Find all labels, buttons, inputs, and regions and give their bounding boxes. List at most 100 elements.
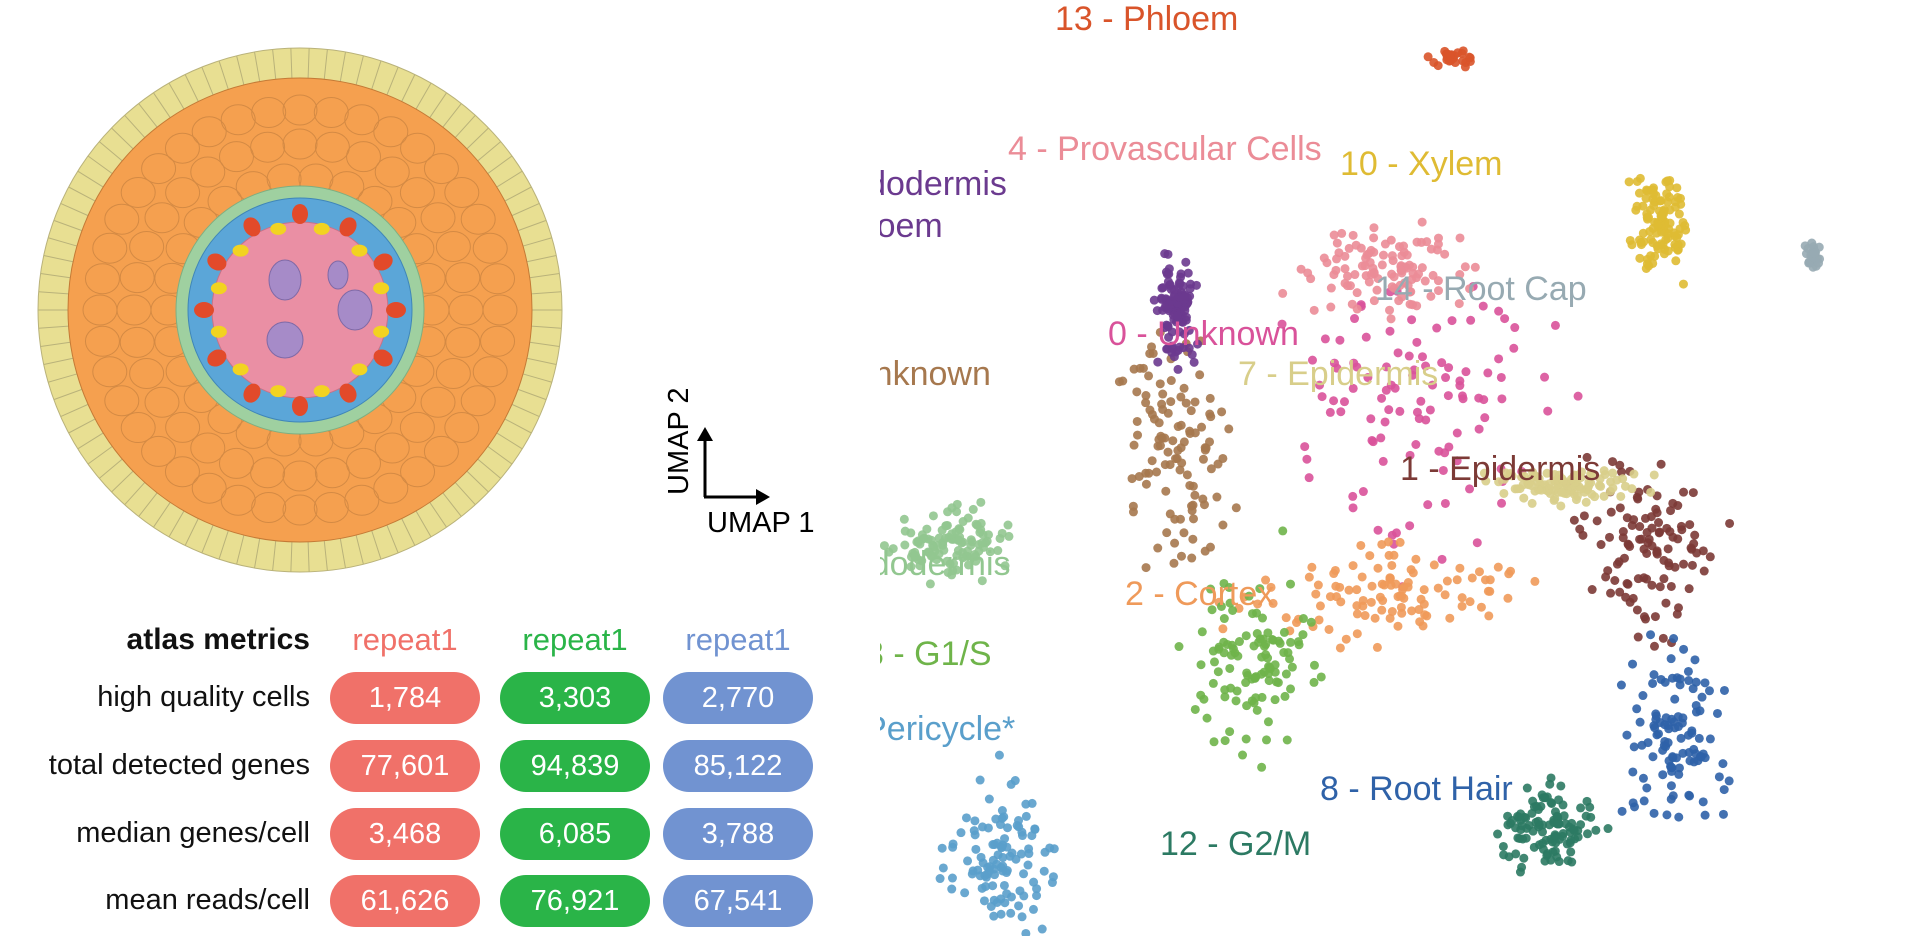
umap-point-cluster-10 [1674,209,1684,219]
epidermis-cell-wall [53,219,83,232]
umap-point-cluster-8 [1704,686,1714,696]
cluster-label-6: 6 - Pericycle* [880,710,1015,748]
umap-point-cluster-6 [983,823,993,833]
umap-point-cluster-5 [1179,383,1189,393]
epidermis-cell-wall [531,325,562,329]
umap-point-cluster-0 [1336,407,1346,417]
umap-point-cluster-5 [1205,409,1215,419]
umap-point-cluster-3 [1252,705,1262,715]
umap-point-cluster-6 [975,775,985,785]
umap-point-cluster-11 [1157,283,1167,293]
umap-point-cluster-12 [1576,820,1586,830]
umap-point-cluster-2 [1377,605,1387,615]
umap-point-cluster-8 [1673,722,1683,732]
umap-point-cluster-2 [1504,569,1514,579]
umap-point-cluster-2 [1304,572,1314,582]
umap-point-cluster-9 [906,562,916,572]
umap-point-cluster-3 [1298,630,1308,640]
cortex-cell [119,326,155,358]
umap-point-cluster-7 [1536,485,1546,495]
umap-point-cluster-12 [1528,826,1538,836]
umap-point-cluster-7 [1582,484,1592,494]
umap-point-cluster-1 [1725,518,1735,528]
umap-point-cluster-2 [1348,561,1358,571]
umap-axes-indicator: UMAP 2 UMAP 1 [663,388,814,539]
cortex-cell [344,484,380,516]
umap-point-cluster-2 [1452,575,1462,585]
umap-point-cluster-0 [1390,383,1400,393]
umap-point-cluster-5 [1179,528,1189,538]
umap-point-cluster-1 [1629,515,1639,525]
epidermis-cell-wall [442,492,462,517]
umap-point-cluster-12 [1567,818,1577,828]
umap-point-cluster-2 [1418,621,1428,631]
umap-point-cluster-4 [1372,285,1382,295]
umap-point-cluster-12 [1536,801,1546,811]
metric-value-repeat-2: 3,303 [500,672,650,724]
umap-point-cluster-7 [1481,476,1491,486]
umap-point-cluster-5 [1135,363,1145,373]
umap-point-cluster-7 [1594,481,1604,491]
umap-point-cluster-12 [1519,853,1529,863]
cluster-label-13: 13 - Phloem [1055,0,1238,38]
umap-point-cluster-0 [1387,530,1397,540]
umap-point-cluster-2 [1324,624,1334,634]
metric-value-repeat-2: 76,921 [500,875,650,927]
umap-point-cluster-3 [1196,690,1206,700]
epidermis-cell-wall [504,186,532,202]
umap-point-cluster-3 [1226,650,1236,660]
umap-point-cluster-10 [1663,246,1673,256]
umap-point-cluster-0 [1412,407,1422,417]
umap-point-cluster-3 [1249,698,1259,708]
umap-point-cluster-5 [1147,456,1157,466]
cortex-cell [92,356,128,388]
umap-point-cluster-7 [1572,491,1582,501]
umap-point-cluster-7 [1519,493,1529,503]
metric-label: mean reads/cell [105,884,310,916]
umap-point-cluster-0 [1432,323,1442,333]
umap-point-cluster-2 [1352,609,1362,619]
umap-point-cluster-10 [1652,241,1662,251]
umap-point-cluster-5 [1185,428,1195,438]
umap-point-cluster-9 [968,504,978,514]
umap-point-cluster-2 [1467,573,1477,583]
umap-point-cluster-8 [1698,797,1708,807]
umap-point-cluster-12 [1581,811,1591,821]
cortex-cell [472,232,508,264]
umap-point-cluster-12 [1576,803,1586,813]
umap-point-cluster-1 [1656,459,1666,469]
umap-point-cluster-5 [1176,420,1186,430]
umap-point-cluster-1 [1637,534,1647,544]
umap-point-cluster-1 [1587,585,1597,595]
umap-point-cluster-3 [1241,631,1251,641]
umap-point-cluster-0 [1376,433,1386,443]
umap-point-cluster-8 [1690,655,1700,665]
umap-point-cluster-2 [1332,592,1342,602]
umap-point-cluster-11 [1153,357,1163,367]
umap-point-cluster-6 [937,843,947,853]
epidermis-cell-wall [415,510,432,538]
cortex-cell [445,262,481,294]
umap-point-cluster-6 [999,880,1009,890]
umap-point-cluster-0 [1358,487,1368,497]
umap-point-cluster-4 [1433,286,1443,296]
umap-point-cluster-4 [1377,260,1387,270]
umap-point-cluster-5 [1132,387,1142,397]
umap-point-cluster-5 [1152,467,1162,477]
epidermis-cell-wall [415,82,432,110]
cortex-cell [119,262,155,294]
umap-point-cluster-3 [1294,640,1304,650]
umap-point-cluster-10 [1635,253,1645,263]
cortex-cell [282,94,318,126]
cluster-label-8: 8 - Root Hair [1320,770,1513,808]
umap-point-cluster-6 [938,863,948,873]
umap-point-cluster-0 [1407,315,1417,325]
epidermis-cell-wall [138,492,158,517]
umap-point-cluster-1 [1652,547,1662,557]
umap-point-cluster-13 [1444,56,1454,66]
umap-point-cluster-5 [1181,398,1191,408]
epidermis-cell-wall [371,60,382,90]
epidermis-cell-wall [529,273,560,279]
umap-point-cluster-3 [1261,650,1271,660]
epidermis-cell-wall [40,341,71,347]
